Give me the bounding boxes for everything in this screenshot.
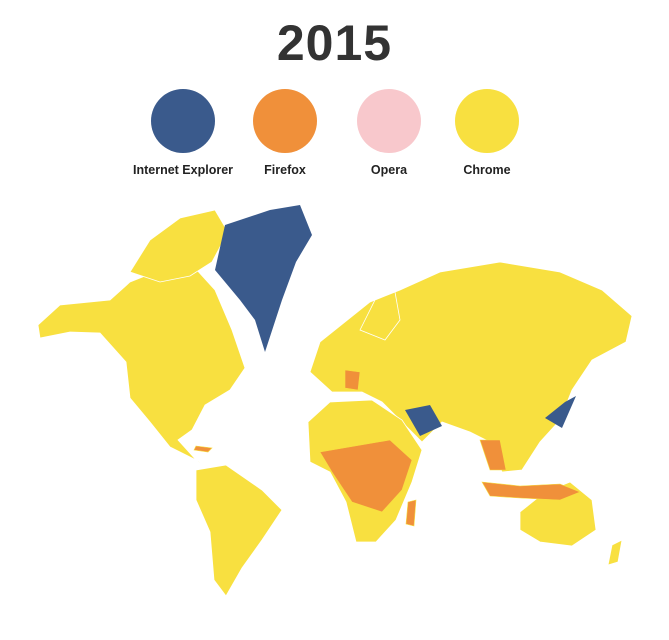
greenland bbox=[215, 205, 312, 352]
opera-color-dot bbox=[357, 89, 421, 153]
iran bbox=[405, 405, 442, 436]
legend-chrome: Chrome bbox=[417, 89, 557, 177]
southeast-asia bbox=[479, 439, 507, 471]
legend-internet-explorer: Internet Explorer bbox=[113, 89, 253, 177]
central-europe bbox=[344, 369, 361, 391]
legend-label: Opera bbox=[370, 163, 408, 177]
south-america bbox=[195, 464, 283, 597]
legend-label: Chrome bbox=[463, 163, 511, 177]
firefox-color-dot bbox=[253, 89, 317, 153]
ie-color-dot bbox=[151, 89, 215, 153]
north-america bbox=[37, 267, 246, 471]
legend-label: Internet Explorer bbox=[132, 163, 234, 177]
madagascar bbox=[405, 499, 417, 527]
legend-label: Firefox bbox=[264, 163, 306, 177]
canadian-arctic bbox=[129, 209, 229, 283]
indonesia bbox=[481, 481, 581, 501]
new-zealand bbox=[607, 539, 623, 566]
chrome-color-dot bbox=[455, 89, 519, 153]
legend-opera: Opera bbox=[319, 89, 459, 177]
year-title: 2015 bbox=[276, 15, 393, 71]
scandinavia bbox=[359, 291, 401, 341]
caribbean bbox=[193, 445, 213, 453]
legend-firefox: Firefox bbox=[215, 89, 355, 177]
japan bbox=[545, 396, 576, 428]
central-africa bbox=[319, 439, 413, 513]
